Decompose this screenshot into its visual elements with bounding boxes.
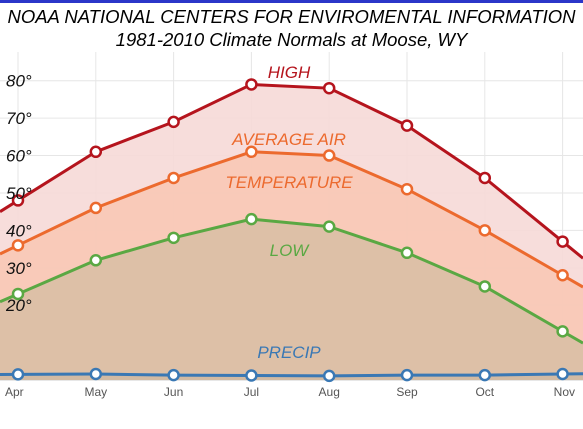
- annotation-label: AVERAGE AIR: [231, 130, 346, 149]
- y-tick-label: 70°: [6, 109, 32, 128]
- x-tick-label: Apr: [5, 385, 24, 399]
- series-points: [11, 78, 569, 383]
- data-point: [167, 231, 180, 245]
- y-tick-label: 40°: [6, 221, 32, 240]
- data-point: [322, 149, 336, 162]
- data-point: [322, 81, 336, 95]
- climate-normals-chart: 20° 30° 40° 50° 60° 70° 80° Apr May Jun Jul Aug Sep…: [0, 52, 583, 399]
- data-point: [556, 235, 569, 248]
- data-point: [556, 268, 569, 282]
- data-point: [11, 287, 25, 301]
- x-axis-ticks: Apr May Jun Jul Aug Sep Oct Nov: [5, 385, 575, 399]
- title-line-1: NOAA NATIONAL CENTERS FOR ENVIROMENTAL I…: [7, 6, 576, 27]
- y-tick-label: 50°: [6, 184, 32, 203]
- x-tick-label: Aug: [319, 385, 340, 399]
- x-tick-label: Jun: [164, 385, 183, 399]
- data-point: [89, 145, 103, 159]
- x-tick-label: Jul: [244, 385, 259, 399]
- title-line-2: 1981-2010 Climate Normals at Moose, WY: [115, 29, 468, 50]
- area-2: [0, 219, 583, 380]
- data-point: [400, 119, 414, 132]
- data-point: [167, 368, 180, 382]
- series-line-2: [0, 217, 583, 345]
- annotation-label: TEMPERATURE: [225, 173, 353, 192]
- data-point: [478, 171, 492, 185]
- y-tick-label: 30°: [6, 259, 32, 278]
- data-point: [89, 367, 103, 381]
- data-point: [322, 220, 336, 233]
- data-point: [478, 368, 492, 382]
- annotation-label: HIGH: [268, 63, 311, 82]
- data-point: [478, 224, 492, 237]
- series-line-1: [0, 150, 583, 289]
- annotation-label: LOW: [270, 241, 311, 260]
- data-point: [400, 368, 414, 382]
- series-lines: [0, 82, 583, 378]
- data-point: [11, 239, 25, 252]
- x-tick-label: Oct: [475, 385, 494, 399]
- series-annotations: HIGH AVERAGE AIR TEMPERATURE LOW PRECIP: [225, 63, 353, 362]
- data-point: [245, 212, 258, 226]
- data-point: [478, 280, 492, 293]
- top-border: [0, 0, 583, 3]
- data-point: [167, 171, 180, 185]
- x-tick-label: Sep: [396, 385, 418, 399]
- data-point: [245, 369, 258, 382]
- data-point: [11, 194, 25, 207]
- data-point: [556, 325, 569, 338]
- y-tick-label: 20°: [5, 296, 32, 315]
- y-tick-label: 80°: [6, 72, 32, 91]
- area-fills: [0, 84, 583, 381]
- data-point: [245, 145, 258, 159]
- data-point: [322, 369, 336, 383]
- y-tick-label: 60°: [6, 147, 32, 166]
- annotation-label: PRECIP: [257, 343, 321, 362]
- data-point: [89, 254, 103, 267]
- data-point: [11, 368, 25, 381]
- data-point: [400, 246, 414, 260]
- series-line-3: [0, 372, 583, 378]
- data-point: [245, 78, 258, 91]
- chart-title: NOAA NATIONAL CENTERS FOR ENVIROMENTAL I…: [0, 5, 583, 51]
- x-tick-label: May: [84, 385, 107, 399]
- y-axis-ticks: 20° 30° 40° 50° 60° 70° 80°: [5, 72, 32, 315]
- data-point: [167, 115, 180, 129]
- data-point: [89, 201, 103, 215]
- data-point: [556, 367, 569, 381]
- x-tick-label: Nov: [554, 385, 575, 399]
- data-point: [400, 182, 414, 196]
- series-line-0: [0, 82, 583, 260]
